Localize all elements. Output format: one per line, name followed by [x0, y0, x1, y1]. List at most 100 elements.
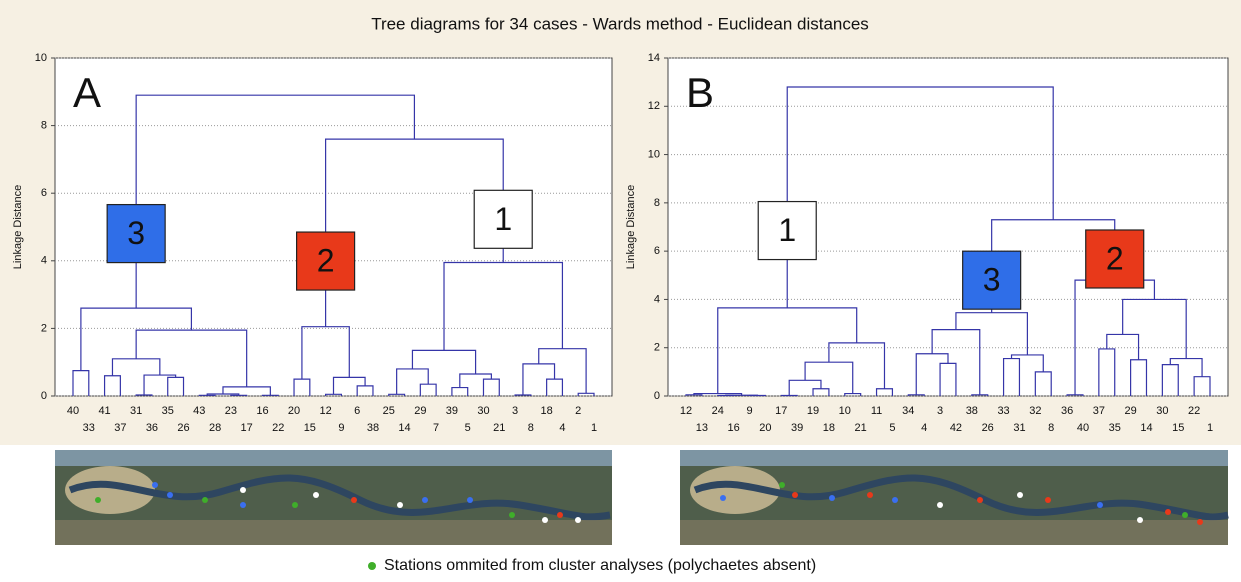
leaf-label: 36 [1061, 405, 1073, 417]
cluster-box [962, 250, 1022, 310]
leaf-label: 37 [1093, 405, 1105, 417]
cluster-label: 2 [1106, 240, 1124, 276]
leaf-label: 28 [209, 422, 221, 434]
leaf-label: 38 [367, 422, 379, 434]
leaf-label: 18 [823, 422, 835, 434]
leaf-label: 26 [177, 422, 189, 434]
leaf-label: 24 [712, 405, 724, 417]
leaf-label: 35 [1109, 422, 1121, 434]
leaf-label: 33 [997, 405, 1009, 417]
y-tick-label: 10 [35, 52, 47, 64]
leaf-label: 22 [1188, 405, 1200, 417]
leaf-label: 9 [746, 405, 752, 417]
leaf-label: 40 [1077, 422, 1089, 434]
leaf-label: 34 [902, 405, 914, 417]
dendrogram-link [1002, 357, 1021, 396]
leaf-label: 14 [398, 422, 410, 434]
map-a [55, 450, 612, 545]
y-tick-label: 8 [654, 197, 660, 209]
y-tick-label: 10 [648, 148, 660, 160]
leaf-label: 1 [591, 422, 597, 434]
leaf-label: 18 [541, 405, 553, 417]
leaf-label: 5 [889, 422, 895, 434]
leaf-label: 2 [575, 405, 581, 417]
y-tick-label: 2 [654, 342, 660, 354]
y-tick-label: 14 [648, 52, 660, 64]
leaf-label: 12 [319, 405, 331, 417]
cluster-box [106, 203, 166, 264]
leaf-label: 3 [512, 405, 518, 417]
cluster-box [757, 200, 817, 261]
leaf-label: 21 [493, 422, 505, 434]
leaf-label: 14 [1140, 422, 1152, 434]
leaf-label: 5 [465, 422, 471, 434]
leaf-label: 10 [839, 405, 851, 417]
y-tick-label: 0 [41, 390, 47, 402]
dendrogram-link [1169, 357, 1203, 377]
cluster-box [296, 231, 356, 291]
leaf-label: 15 [304, 422, 316, 434]
leaf-label: 3 [937, 405, 943, 417]
leaf-label: 12 [680, 405, 692, 417]
y-axis-label: Linkage Distance [625, 185, 637, 269]
leaf-label: 16 [728, 422, 740, 434]
dendrogram-link [786, 86, 1054, 308]
dendrogram-link [198, 394, 216, 396]
dendrogram-link [717, 307, 858, 394]
y-tick-label: 0 [654, 390, 660, 402]
leaf-label: 6 [354, 405, 360, 417]
leaf-label: 43 [193, 405, 205, 417]
y-tick-label: 8 [41, 120, 47, 132]
leaf-label: 7 [433, 422, 439, 434]
map-b [680, 450, 1229, 545]
leaf-label: 31 [130, 405, 142, 417]
y-tick-label: 6 [654, 245, 660, 257]
dendrogram-link [1130, 359, 1148, 396]
dendrogram-link [844, 392, 862, 396]
dendrogram-link [230, 394, 248, 396]
leaf-label: 20 [288, 405, 300, 417]
legend-text: Stations ommited from cluster analyses (… [384, 557, 816, 574]
cluster-label: 3 [127, 215, 145, 251]
figure-title: Tree diagrams for 34 cases - Wards metho… [371, 14, 869, 33]
leaf-label: 1 [1207, 422, 1213, 434]
leaf-label: 33 [83, 422, 95, 434]
leaf-label: 32 [1029, 405, 1041, 417]
leaf-label: 30 [477, 405, 489, 417]
leaf-label: 20 [759, 422, 771, 434]
leaf-label: 15 [1172, 422, 1184, 434]
leaf-label: 16 [256, 405, 268, 417]
leaf-label: 39 [791, 422, 803, 434]
leaf-label: 17 [775, 405, 787, 417]
cluster-label: 2 [317, 243, 335, 279]
y-tick-label: 12 [648, 100, 660, 112]
cluster-label: 3 [983, 262, 1001, 298]
dendrogram-link [1066, 394, 1084, 396]
leaf-label: 36 [146, 422, 158, 434]
leaf-label: 26 [982, 422, 994, 434]
dendrogram-link [828, 342, 886, 389]
cluster-box [473, 189, 533, 249]
leaf-label: 8 [528, 422, 534, 434]
dendrogram-link [1193, 376, 1211, 396]
leaf-label: 39 [446, 405, 458, 417]
dendrogram-link [907, 394, 925, 396]
dendrogram-link [971, 394, 989, 396]
dendrogram-link [693, 392, 743, 396]
leaf-label: 30 [1156, 405, 1168, 417]
leaf-label: 42 [950, 422, 962, 434]
dendrogram-link [261, 394, 279, 396]
leaf-label: 29 [414, 405, 426, 417]
panel-label: A [73, 69, 101, 116]
leaf-label: 17 [241, 422, 253, 434]
y-axis-label: Linkage Distance [12, 185, 24, 269]
leaf-label: 4 [921, 422, 927, 434]
y-tick-label: 4 [654, 293, 660, 305]
leaf-label: 13 [696, 422, 708, 434]
leaf-label: 4 [559, 422, 565, 434]
dendrogram-link [1122, 298, 1187, 359]
cluster-label: 1 [494, 201, 512, 237]
panel-label: B [686, 69, 714, 116]
leaf-label: 19 [807, 405, 819, 417]
